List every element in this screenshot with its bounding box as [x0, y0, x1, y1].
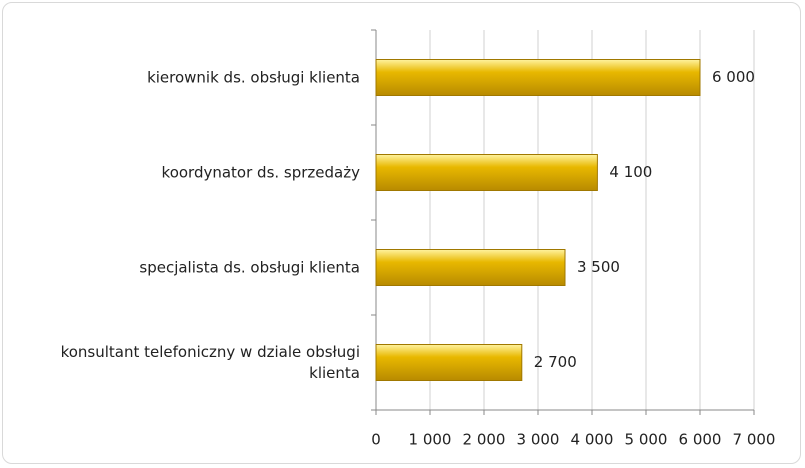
value-label: 6 000	[712, 68, 755, 86]
x-tick-label: 6 000	[679, 431, 722, 449]
value-label: 3 500	[577, 258, 620, 276]
x-tick-label: 5 000	[625, 431, 668, 449]
y-tick-label: specjalista ds. obsługi klienta	[139, 258, 360, 276]
x-tick-label: 0	[371, 431, 381, 449]
bar	[375, 344, 523, 381]
x-tick-label: 3 000	[517, 431, 560, 449]
chart-frame	[2, 2, 801, 464]
y-tick-label: koordynator ds. sprzedaży	[161, 163, 360, 181]
y-tick-label: kierownik ds. obsługi klienta	[147, 68, 360, 86]
value-label: 4 100	[609, 163, 652, 181]
bar	[375, 249, 566, 286]
x-tick-label: 1 000	[409, 431, 452, 449]
bar	[375, 154, 598, 191]
bar	[375, 59, 701, 96]
x-tick-label: 4 000	[571, 431, 614, 449]
y-tick-label: konsultant telefoniczny w dziale obsługi…	[60, 342, 360, 382]
x-tick-label: 2 000	[463, 431, 506, 449]
value-label: 2 700	[534, 353, 577, 371]
x-tick-label: 7 000	[733, 431, 776, 449]
